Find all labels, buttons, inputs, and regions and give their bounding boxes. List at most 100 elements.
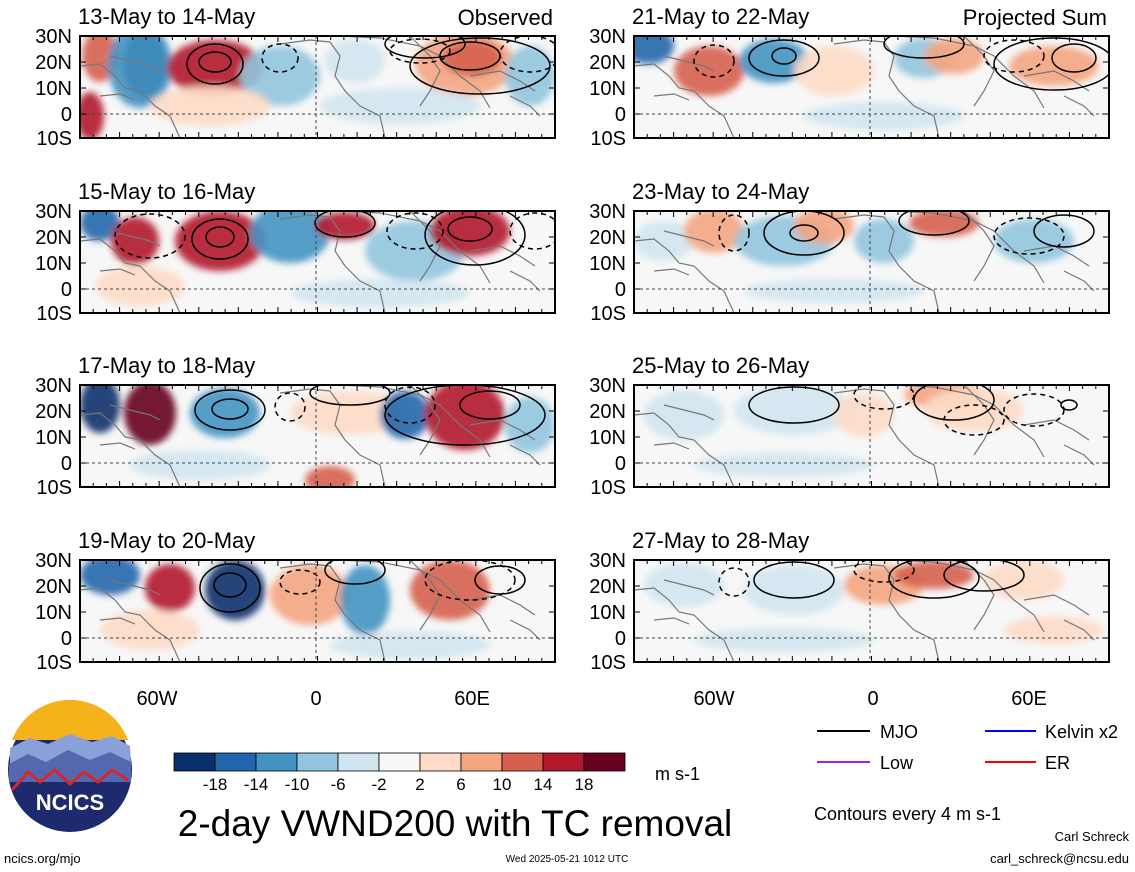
lat-tick-label: 10N xyxy=(589,78,626,100)
colorbar-swatch xyxy=(173,752,216,772)
lat-tick-label: 20N xyxy=(35,401,72,423)
colorbar-swatch xyxy=(296,752,339,772)
colorbar: -18 -14 -10 -6 -2 2 6 10 14 18 xyxy=(173,752,626,794)
lat-tick-label: 20N xyxy=(589,576,626,598)
lat-tick-label: 30N xyxy=(35,201,72,223)
lat-tick-label: 20N xyxy=(35,52,72,74)
footer-author: Carl Schreck xyxy=(1055,829,1130,844)
lon-label-0: 0 xyxy=(310,688,321,710)
footer-url: ncics.org/mjo xyxy=(4,851,81,866)
lat-tick-label: 0 xyxy=(615,628,626,650)
lat-tick-label: 0 xyxy=(615,453,626,475)
colorbar-swatch xyxy=(378,752,421,772)
contour-legend: MJO Kelvin x2 Low ER xyxy=(817,722,1118,773)
panel-title: 21-May to 22-May xyxy=(632,4,809,29)
colorbar-tick-label: -6 xyxy=(330,775,345,794)
lat-tick-label: 10S xyxy=(590,303,626,325)
coastlines xyxy=(634,36,1095,138)
colorbar-tick-label: -10 xyxy=(285,775,310,794)
lat-tick-label: 30N xyxy=(35,550,72,572)
anomaly-shading xyxy=(644,385,1024,477)
colorbar-tick-label: -14 xyxy=(244,775,269,794)
colorbar-tick-label: 6 xyxy=(456,775,465,794)
lat-tick-label: 30N xyxy=(589,201,626,223)
panel-title: 23-May to 24-May xyxy=(632,179,809,204)
legend-label-kelvin: Kelvin x2 xyxy=(1045,722,1118,742)
lat-tick-label: 0 xyxy=(61,453,72,475)
colorbar-tick-label: 18 xyxy=(575,775,594,794)
colorbar-tick-label: -2 xyxy=(371,775,386,794)
anomaly-shading xyxy=(80,36,555,138)
colorbar-swatch xyxy=(255,752,298,772)
lat-tick-label: 20N xyxy=(589,52,626,74)
colorbar-swatch xyxy=(337,752,380,772)
mjo-contours xyxy=(186,36,555,95)
panel-tag: Projected Sum xyxy=(963,5,1107,30)
coastlines xyxy=(634,560,1095,662)
mjo-contours xyxy=(114,211,555,266)
coastlines xyxy=(80,211,541,313)
colorbar-tick-label: 10 xyxy=(493,775,512,794)
lat-tick-label: 10S xyxy=(36,652,72,674)
legend-label-mjo: MJO xyxy=(880,722,918,742)
legend-label-low: Low xyxy=(880,753,914,773)
lat-tick-label: 10N xyxy=(35,78,72,100)
lat-tick-label: 10N xyxy=(35,602,72,624)
panel-title: 25-May to 26-May xyxy=(632,353,809,378)
mjo-contours xyxy=(693,36,1109,91)
lat-tick-label: 0 xyxy=(61,628,72,650)
lat-tick-label: 10S xyxy=(36,128,72,150)
footer-timestamp: Wed 2025-05-21 1012 UTC xyxy=(506,854,629,865)
coastlines xyxy=(80,385,541,487)
lat-tick-label: 30N xyxy=(35,375,72,397)
mjo-contours xyxy=(718,211,1095,256)
lat-tick-label: 0 xyxy=(61,279,72,301)
colorbar-tick-label: 14 xyxy=(534,775,553,794)
lat-tick-label: 10S xyxy=(36,477,72,499)
lat-tick-label: 0 xyxy=(615,104,626,126)
lat-tick-label: 10S xyxy=(590,652,626,674)
colorbar-swatch xyxy=(460,752,503,772)
lat-tick-label: 0 xyxy=(61,104,72,126)
coastlines xyxy=(634,385,1095,487)
lon-label-60e: 60E xyxy=(454,688,490,710)
mjo-contours xyxy=(718,560,1025,599)
panel-title: 27-May to 28-May xyxy=(632,528,809,553)
contour-note: Contours every 4 m s-1 xyxy=(814,804,1001,824)
lat-tick-label: 30N xyxy=(589,550,626,572)
colorbar-swatch xyxy=(583,752,626,772)
panel-title: 13-May to 14-May xyxy=(78,4,255,29)
lon-label-60w-right: 60W xyxy=(693,688,734,710)
mjo-contours xyxy=(199,560,526,613)
lat-tick-label: 10N xyxy=(589,602,626,624)
colorbar-swatch xyxy=(214,752,257,772)
ncics-logo: NCICS xyxy=(8,699,132,832)
lat-tick-label: 20N xyxy=(589,401,626,423)
colorbar-tick-label: -18 xyxy=(203,775,228,794)
colorbar-swatch xyxy=(501,752,544,772)
lat-tick-label: 10N xyxy=(35,253,72,275)
lat-tick-label: 30N xyxy=(589,375,626,397)
colorbar-unit: m s-1 xyxy=(655,764,700,784)
map-panel-right-1: 21-May to 22-May Projected Sum 30N 20N 10N 01… xyxy=(589,4,1110,150)
legend-label-er: ER xyxy=(1045,753,1070,773)
lon-label-60w: 60W xyxy=(136,688,177,710)
panel-tag: Observed xyxy=(458,5,553,30)
logo-text: NCICS xyxy=(36,790,104,815)
lon-label-0-right: 0 xyxy=(867,688,878,710)
lat-tick-label: 10S xyxy=(590,477,626,499)
anomaly-shading xyxy=(634,36,1099,130)
lat-tick-label: 20N xyxy=(35,576,72,598)
lat-tick-label: 30N xyxy=(35,26,72,48)
lat-tick-label: 20N xyxy=(35,227,72,249)
mjo-contours xyxy=(748,385,1078,436)
colorbar-tick-label: 2 xyxy=(415,775,424,794)
lat-tick-label: 0 xyxy=(615,279,626,301)
lon-label-60e-right: 60E xyxy=(1011,688,1047,710)
